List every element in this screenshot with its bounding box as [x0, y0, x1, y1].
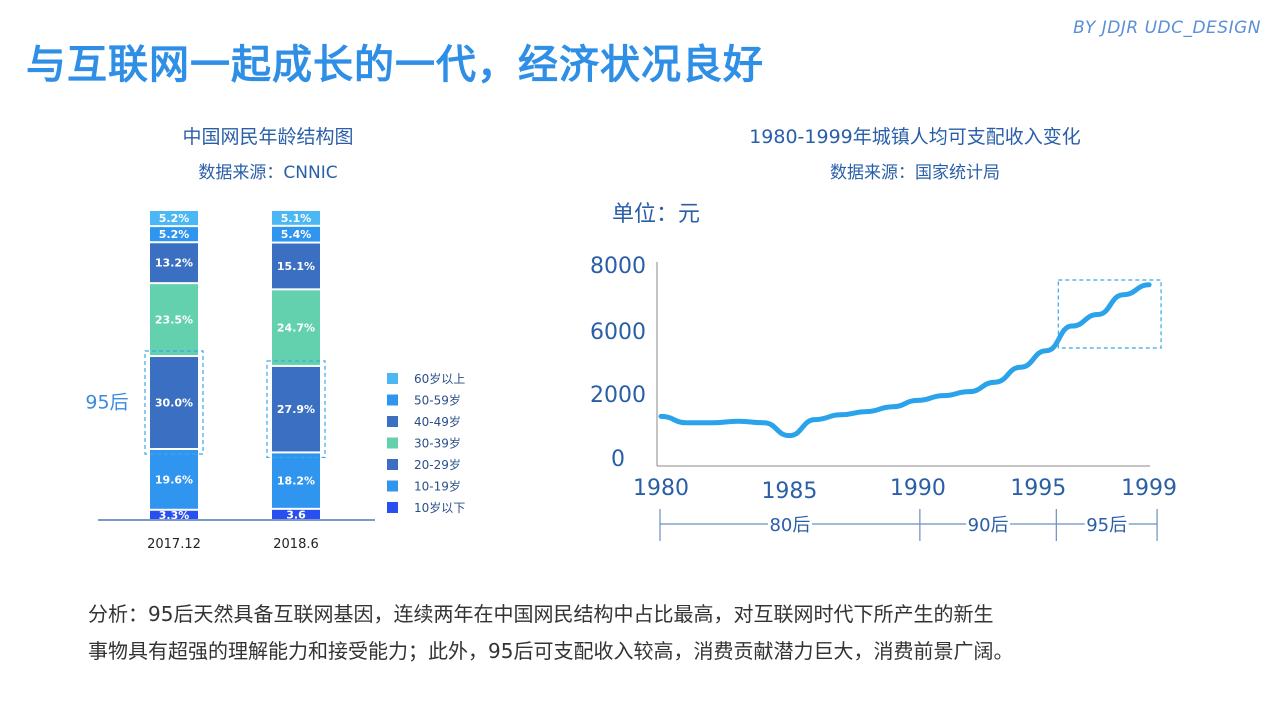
legend-label: 60岁以上	[414, 371, 465, 386]
age-structure-chart: 3.3% 19.6% 30.0% 23.5% 13.2% 5.2% 5.2% 2017.12 3…	[85, 211, 465, 552]
legend-swatch	[387, 373, 398, 384]
bar-value-label: 19.6%	[155, 473, 193, 486]
bar-segment	[150, 227, 198, 242]
bar-segment	[150, 211, 198, 226]
bar-segment	[272, 453, 320, 508]
unit-label: 单位：元	[612, 202, 700, 227]
legend-label: 30-39岁	[414, 436, 461, 451]
legend-swatch	[387, 502, 398, 513]
legend-label: 10-19岁	[414, 479, 461, 494]
bar-value-label: 5.2%	[159, 228, 190, 241]
income-series-line	[658, 282, 1152, 439]
bar-value-label: 18.2%	[277, 475, 315, 488]
highlight-box	[266, 360, 326, 459]
bar-segment	[272, 243, 320, 289]
generation-label: 95后	[1086, 515, 1127, 536]
bar-value-label: 27.9%	[277, 403, 315, 416]
left-chart-source: 数据来源：CNNIC	[198, 163, 338, 183]
right-chart-title: 1980-1999年城镇人均可支配收入变化	[749, 126, 1081, 148]
bar-value-label: 23.5%	[155, 314, 193, 327]
legend-swatch	[387, 480, 398, 492]
bar-value-label: 5.4%	[281, 228, 312, 241]
bar-value-label: 24.7%	[277, 322, 315, 335]
bar-segment	[272, 226, 320, 242]
analysis-line-1: 分析：95后天然具备互联网基因，连续两年在中国网民结构中占比最高，对互联网时代下…	[88, 602, 994, 626]
y-tick-label: 6000	[590, 320, 646, 345]
bar-value-label: 3.6	[286, 508, 306, 521]
bar-segment	[272, 211, 320, 225]
x-tick-label: 1999	[1121, 476, 1177, 501]
y-tick-label: 0	[611, 447, 625, 472]
legend-label: 50-59岁	[414, 393, 461, 408]
left-chart-title: 中国网民年龄结构图	[182, 126, 354, 148]
bar-value-label: 15.1%	[277, 260, 315, 273]
highlight-box	[1057, 279, 1162, 349]
y-tick-label: 2000	[590, 383, 646, 408]
legend-swatch	[387, 459, 398, 470]
income-line-chart: 单位：元 0 2000 6000 8000 1980 1985 1990 1995 1999 80后…	[590, 202, 1177, 541]
analysis-text: 分析：95后天然具备互联网基因，连续两年在中国网民结构中占比最高，对互联网时代下…	[88, 596, 1208, 670]
bar-segment	[150, 243, 198, 283]
x-tick-label: 2018.6	[273, 537, 319, 552]
legend-label: 20-29岁	[414, 457, 461, 472]
x-tick-label: 1980	[633, 476, 689, 501]
x-tick-label: 1990	[890, 476, 946, 501]
bar-segment	[272, 366, 320, 452]
y-tick-label: 8000	[590, 254, 646, 279]
legend-swatch	[387, 416, 398, 427]
bar-value-label: 5.1%	[281, 212, 312, 225]
bar-segment	[272, 509, 320, 519]
bar-value-label: 5.2%	[159, 212, 190, 225]
highlight-label: 95后	[85, 392, 128, 414]
x-tick-label: 2017.12	[147, 537, 201, 552]
legend-label: 10岁以下	[414, 500, 465, 515]
generation-label: 80后	[769, 515, 810, 536]
x-tick-label: 1985	[761, 479, 817, 504]
highlight-box	[144, 350, 204, 455]
bar-segment	[150, 284, 198, 356]
bar-value-label: 13.2%	[155, 257, 193, 270]
legend-label: 40-49岁	[414, 414, 461, 429]
generation-label: 90后	[968, 515, 1009, 536]
x-tick-label: 1995	[1010, 476, 1066, 501]
right-chart-source: 数据来源：国家统计局	[830, 163, 1000, 183]
analysis-line-2: 事物具有超强的理解能力和接受能力；此外，95后可支配收入较高，消费贡献潜力巨大，…	[88, 639, 1014, 663]
bar-value-label: 3.3%	[159, 509, 190, 522]
bar-value-label: 30.0%	[155, 397, 193, 410]
bar-segment	[150, 357, 198, 449]
legend-swatch	[387, 437, 398, 449]
page-title: 与互联网一起成长的一代，经济状况良好	[26, 42, 764, 88]
brand-watermark: BY JDJR UDC_DESIGN	[1073, 18, 1261, 38]
bar-segment	[272, 290, 320, 365]
legend-swatch	[387, 394, 398, 406]
bar-segment	[150, 450, 198, 509]
bar-segment	[150, 510, 198, 519]
